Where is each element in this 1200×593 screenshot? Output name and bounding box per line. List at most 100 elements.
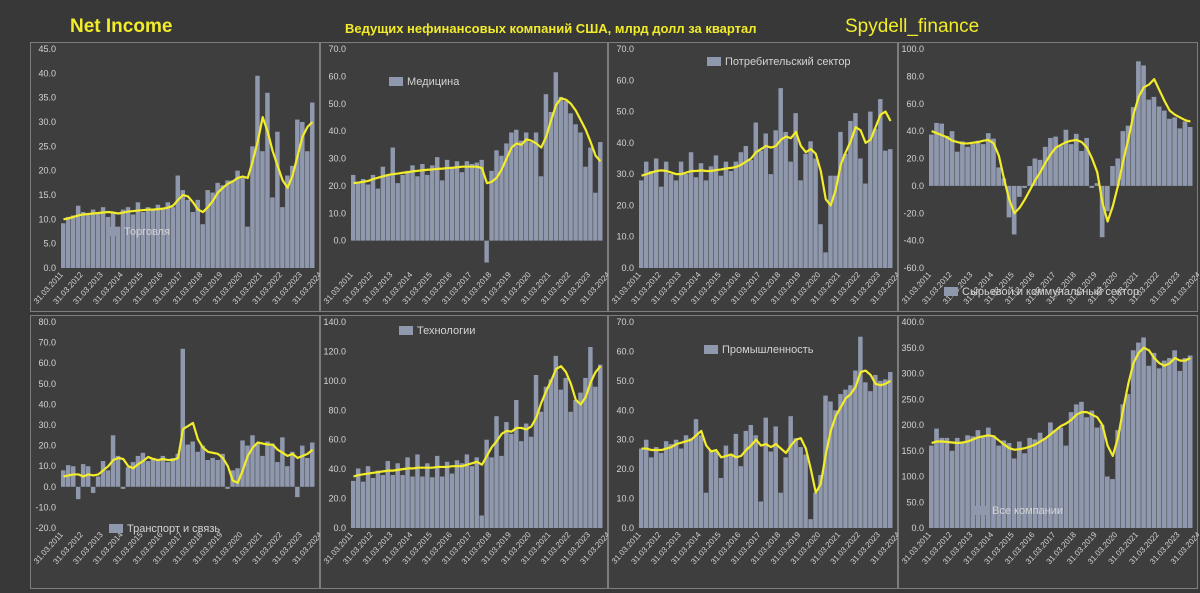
chart-panel-2: 0.0 10.0 20.0 30.0 40.0 50.0 60.0 70.0 31.03.201…	[320, 42, 609, 312]
bar	[105, 216, 111, 268]
y-tick-label: 30.0	[38, 420, 56, 430]
bar	[1110, 166, 1115, 186]
y-tick-label: 0.0	[43, 263, 56, 273]
y-tick-label: 70.0	[616, 317, 634, 327]
legend-label: Технологии	[417, 325, 475, 337]
bar	[439, 476, 445, 528]
bar	[985, 427, 991, 528]
bar	[1161, 110, 1167, 186]
bar	[385, 461, 391, 528]
bar	[934, 428, 939, 528]
bar	[693, 419, 699, 528]
y-tick-label: 15.0	[38, 190, 56, 200]
legend-swatch	[389, 77, 403, 86]
bar	[658, 186, 664, 268]
bar	[220, 453, 225, 487]
bar	[528, 436, 534, 528]
bar	[351, 480, 356, 528]
legend-label: Медицина	[407, 76, 460, 88]
bar	[65, 216, 71, 268]
bar	[1048, 422, 1053, 528]
bar	[808, 519, 813, 528]
bar	[939, 123, 945, 186]
bar	[868, 111, 873, 268]
bar	[494, 150, 499, 241]
bar	[210, 192, 215, 268]
bar	[583, 166, 588, 241]
bar	[733, 161, 739, 268]
y-tick-label: 30.0	[616, 169, 634, 179]
chart-svg: 0.010.020.030.040.050.060.070.031.03.201…	[322, 44, 609, 306]
subtitle: Ведущих нефинансовых компаний США, млрд …	[345, 21, 757, 36]
bar	[703, 492, 709, 528]
y-tick-label: 100.0	[901, 472, 924, 482]
bar	[718, 477, 724, 528]
bar	[708, 450, 714, 528]
bar	[683, 174, 689, 268]
bar	[558, 389, 563, 528]
bar	[250, 146, 255, 268]
bar	[489, 457, 494, 528]
bar	[464, 161, 470, 241]
bar	[70, 466, 76, 487]
bar	[543, 94, 549, 241]
chart-panel-4: -60.0 -40.0 -20.0 0.0 20.0 40.0 60.0 80.0 100.0 3…	[898, 42, 1199, 312]
bar	[255, 75, 260, 268]
bar	[390, 475, 395, 528]
bar	[853, 113, 858, 268]
bar	[380, 166, 386, 241]
bar	[843, 389, 848, 528]
bar	[61, 223, 66, 268]
bar	[280, 207, 285, 268]
bar	[1037, 432, 1043, 528]
bar	[1125, 394, 1131, 528]
bar	[939, 437, 945, 529]
chart-svg: 0.020.040.060.080.0100.0120.0140.031.03.…	[322, 317, 609, 566]
y-tick-label: 10.0	[616, 232, 634, 242]
bar	[553, 355, 559, 528]
bar	[1022, 185, 1027, 188]
bar	[878, 99, 883, 268]
y-tick-label: 250.0	[901, 394, 924, 404]
bar	[155, 204, 161, 268]
bar	[449, 166, 455, 241]
bar	[970, 144, 976, 186]
bar	[140, 452, 146, 487]
y-tick-label: 0.0	[911, 523, 924, 533]
bar	[454, 460, 460, 528]
bar	[235, 468, 240, 487]
y-tick-label: -40.0	[903, 236, 924, 246]
chart-panel-8: 0.0 50.0 100.0 150.0 200.0 250.0 300.0 350.0 400…	[898, 315, 1199, 589]
bar	[643, 161, 649, 268]
bar	[115, 226, 121, 268]
bar	[944, 135, 950, 186]
bar	[523, 132, 529, 241]
bar	[190, 212, 195, 268]
bar	[838, 131, 843, 268]
bar	[728, 454, 734, 528]
bar	[405, 457, 410, 528]
bar	[949, 131, 955, 186]
y-tick-label: 20.0	[328, 494, 346, 504]
y-tick-label: 0.0	[333, 236, 346, 246]
bar	[668, 444, 674, 528]
bar	[85, 466, 91, 487]
bar	[975, 140, 981, 186]
bar	[1011, 458, 1017, 528]
bar	[380, 475, 386, 528]
bar	[459, 463, 465, 528]
bar	[1182, 121, 1188, 186]
bar	[494, 416, 499, 528]
y-tick-label: 0.0	[621, 263, 634, 273]
bar	[753, 122, 759, 269]
bar	[439, 180, 445, 241]
bar	[1073, 133, 1079, 186]
bar	[688, 152, 694, 268]
bar	[155, 460, 161, 487]
bar	[828, 401, 833, 528]
bar	[578, 392, 583, 528]
bar	[519, 441, 524, 528]
bar	[1187, 127, 1193, 186]
bar	[360, 481, 366, 528]
y-tick-label: -20.0	[35, 523, 56, 533]
